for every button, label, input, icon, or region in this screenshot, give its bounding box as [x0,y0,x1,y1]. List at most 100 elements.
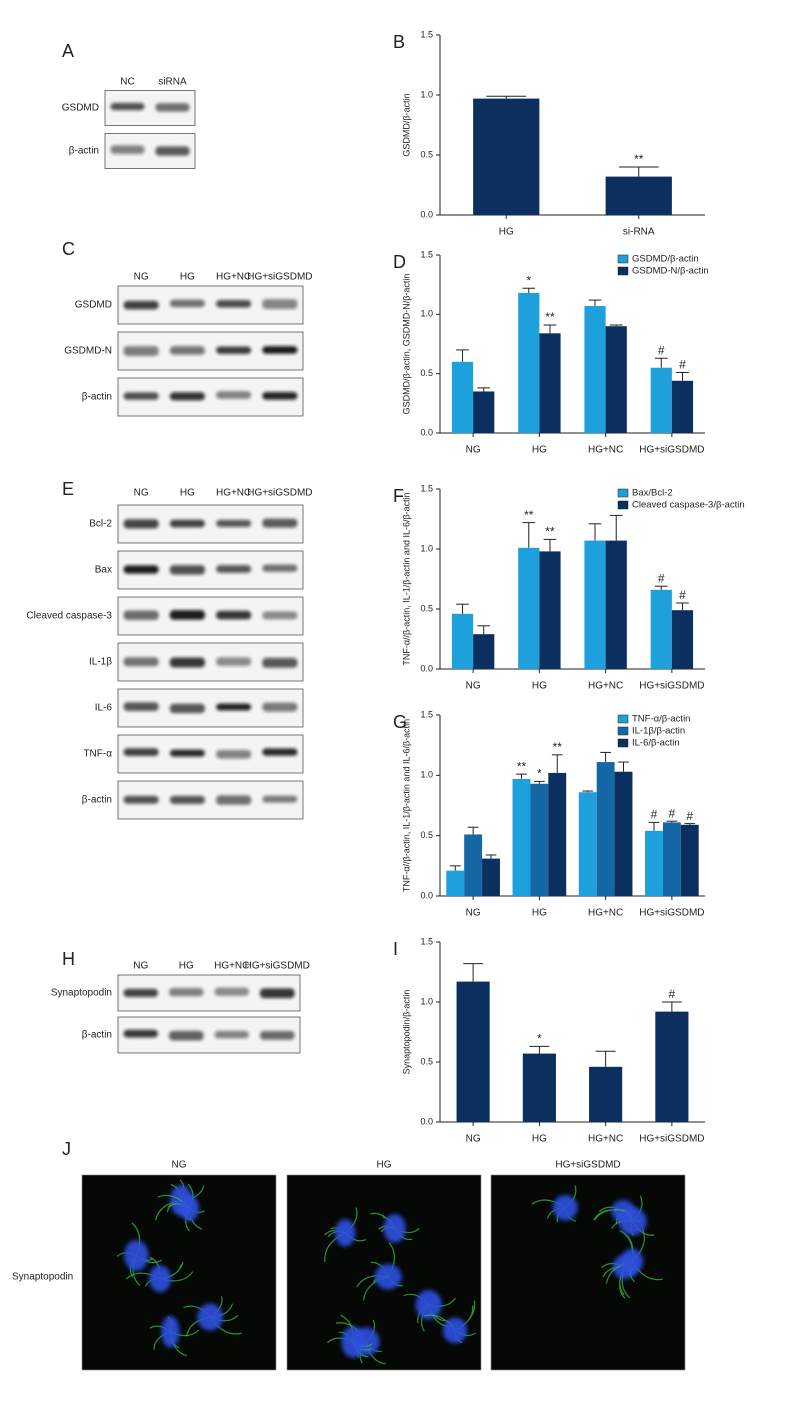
significance: # [679,358,686,372]
y-tick-label: 1.0 [420,89,433,99]
x-tick-label: HG+NC [588,445,623,456]
blot-band [259,988,295,999]
significance: # [669,987,676,1001]
image-label: NG [172,1160,187,1171]
blot-band [216,795,252,805]
bar [596,762,615,896]
bar [605,326,627,433]
y-tick-label: 1.5 [420,709,433,719]
error-bar [618,761,629,772]
error-bar [676,371,689,381]
error-bar [551,754,563,773]
error-bar [648,821,660,831]
lane-label: NG [134,272,149,283]
x-tick-label: si-RNA [623,227,655,238]
nucleus [341,1326,365,1358]
y-tick-label: 1.5 [420,483,433,493]
blot-band [214,1030,250,1039]
error-bar [609,324,623,327]
error-bar [543,538,557,552]
blot-band [110,102,145,111]
blot-band [123,610,159,621]
panel-letter: E [62,479,74,499]
lane-label: HG+siGSDMD [247,272,312,283]
blot-band [262,657,298,668]
blot-band [123,795,159,804]
bar [650,367,672,433]
row-label: IL-1β [89,657,112,668]
nucleus [552,1194,578,1221]
blot-band [168,988,204,997]
x-tick-label: HG [532,908,547,919]
lane-label: siRNA [158,77,187,88]
blot-band [262,346,298,354]
y-tick-label: 1.0 [420,309,433,319]
legend-label: IL-6/β-actin [632,738,680,749]
blot-band [123,988,159,998]
significance: ** [545,525,555,539]
row-label: GSDMD-N [64,346,112,357]
bar [584,306,606,433]
error-bar [654,585,668,590]
bar [614,771,633,896]
bar [473,391,495,433]
significance: # [658,571,665,585]
y-axis-label: TNF-α//β-actin, IL-1/β-actin and IL-6/β-… [401,492,411,665]
error-bar [684,823,696,825]
bar [645,830,663,896]
x-tick-label: NG [466,681,481,692]
bar [584,540,606,669]
x-tick-label: NG [466,908,481,919]
blot-band [123,565,159,574]
significance: # [686,809,693,823]
bar [578,792,597,896]
bar [473,634,495,669]
blot-band [123,702,159,712]
significance: # [658,343,665,357]
error-bar [654,357,668,368]
row-label: GSDMD [62,103,99,114]
bar [451,613,474,669]
error-bar [666,820,678,823]
significance: * [537,1032,542,1046]
y-tick-label: 0.5 [420,1056,433,1066]
y-tick-label: 0.5 [420,603,433,613]
bar [655,1011,689,1122]
y-tick-label: 1.0 [420,996,433,1006]
legend-label: IL-1β/β-actin [632,726,685,737]
bar [605,176,672,215]
legend-label: TNF-α/β-actin [632,714,690,725]
blot-band [216,749,252,759]
error-bar [456,349,469,362]
blot-band [169,519,205,528]
row-label: IL-6 [95,703,113,714]
blot-band [169,657,205,668]
cells [116,1179,242,1357]
y-tick-label: 0.5 [420,368,433,378]
blot-band [123,657,159,667]
bar [680,824,699,896]
bar [605,540,627,669]
row-label: Bcl-2 [89,519,112,530]
bar [464,834,483,896]
panel-letter: G [393,712,407,732]
row-label: Bax [95,565,112,576]
significance: ** [517,759,527,773]
blot-band [216,703,252,711]
cells [531,1185,663,1299]
bar [482,858,500,896]
significance: ** [553,740,563,754]
panel-letter: D [393,252,406,272]
row-label: TNF-α [83,749,112,760]
legend-label: Cleaved caspase-3/β-actin [632,500,745,511]
nucleus [442,1317,468,1344]
significance: # [679,588,686,602]
blot-band [123,748,159,756]
lane-label: HG+siGSDMD [245,961,310,972]
cells [324,1207,476,1365]
bar [650,589,672,669]
error-bar [609,514,623,541]
blot-band [262,392,298,400]
bar [548,772,567,896]
y-tick-label: 0.5 [420,830,433,840]
